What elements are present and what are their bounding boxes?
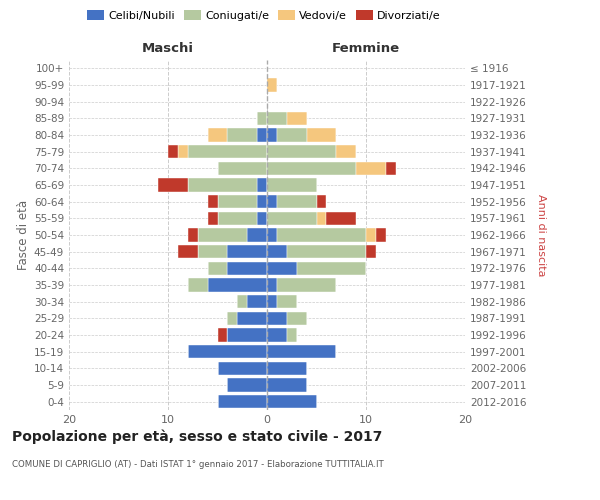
Bar — [277, 128, 307, 141]
Bar — [218, 328, 227, 342]
Bar — [168, 145, 178, 158]
Bar — [287, 245, 366, 258]
Text: Femmine: Femmine — [332, 42, 400, 55]
Bar — [287, 112, 307, 125]
Bar — [218, 162, 267, 175]
Bar — [267, 78, 277, 92]
Bar — [386, 162, 396, 175]
Bar — [267, 162, 356, 175]
Bar — [208, 212, 218, 225]
Bar — [267, 345, 337, 358]
Text: Popolazione per età, sesso e stato civile - 2017: Popolazione per età, sesso e stato civil… — [12, 430, 382, 444]
Bar — [188, 178, 257, 192]
Bar — [287, 328, 296, 342]
Bar — [277, 295, 296, 308]
Bar — [267, 128, 277, 141]
Bar — [317, 212, 326, 225]
Bar — [238, 312, 267, 325]
Bar — [366, 245, 376, 258]
Bar — [198, 245, 227, 258]
Bar — [376, 228, 386, 241]
Y-axis label: Anni di nascita: Anni di nascita — [536, 194, 546, 276]
Bar — [356, 162, 386, 175]
Bar — [188, 145, 267, 158]
Bar — [267, 228, 277, 241]
Bar — [218, 362, 267, 375]
Bar — [227, 245, 267, 258]
Bar — [366, 228, 376, 241]
Bar — [158, 178, 188, 192]
Bar — [198, 228, 247, 241]
Bar — [238, 295, 247, 308]
Bar — [267, 278, 277, 291]
Bar — [267, 145, 337, 158]
Bar — [337, 145, 356, 158]
Bar — [317, 195, 326, 208]
Bar — [277, 278, 336, 291]
Bar — [208, 128, 227, 141]
Bar — [178, 245, 198, 258]
Bar — [267, 178, 317, 192]
Bar — [257, 112, 267, 125]
Bar — [267, 195, 277, 208]
Bar — [208, 195, 218, 208]
Bar — [267, 245, 287, 258]
Bar — [267, 328, 287, 342]
Bar — [188, 345, 267, 358]
Bar — [227, 128, 257, 141]
Bar — [257, 128, 267, 141]
Bar — [227, 328, 267, 342]
Bar — [218, 395, 267, 408]
Bar — [218, 212, 257, 225]
Bar — [257, 212, 267, 225]
Bar — [188, 278, 208, 291]
Legend: Celibi/Nubili, Coniugati/e, Vedovi/e, Divorziati/e: Celibi/Nubili, Coniugati/e, Vedovi/e, Di… — [83, 6, 445, 25]
Bar — [267, 395, 317, 408]
Bar — [267, 295, 277, 308]
Bar — [326, 212, 356, 225]
Bar — [267, 378, 307, 392]
Bar — [227, 262, 267, 275]
Bar — [208, 278, 267, 291]
Bar — [257, 195, 267, 208]
Bar — [267, 112, 287, 125]
Bar — [267, 362, 307, 375]
Bar — [267, 312, 287, 325]
Y-axis label: Fasce di età: Fasce di età — [17, 200, 30, 270]
Bar — [208, 262, 227, 275]
Bar — [267, 262, 296, 275]
Bar — [277, 195, 317, 208]
Text: COMUNE DI CAPRIGLIO (AT) - Dati ISTAT 1° gennaio 2017 - Elaborazione TUTTITALIA.: COMUNE DI CAPRIGLIO (AT) - Dati ISTAT 1°… — [12, 460, 384, 469]
Bar — [188, 228, 198, 241]
Bar — [227, 378, 267, 392]
Bar — [257, 178, 267, 192]
Bar — [218, 195, 257, 208]
Bar — [247, 228, 267, 241]
Bar — [277, 228, 366, 241]
Bar — [267, 212, 317, 225]
Bar — [227, 312, 238, 325]
Bar — [296, 262, 366, 275]
Bar — [247, 295, 267, 308]
Bar — [307, 128, 337, 141]
Bar — [287, 312, 307, 325]
Bar — [178, 145, 188, 158]
Text: Maschi: Maschi — [142, 42, 194, 55]
